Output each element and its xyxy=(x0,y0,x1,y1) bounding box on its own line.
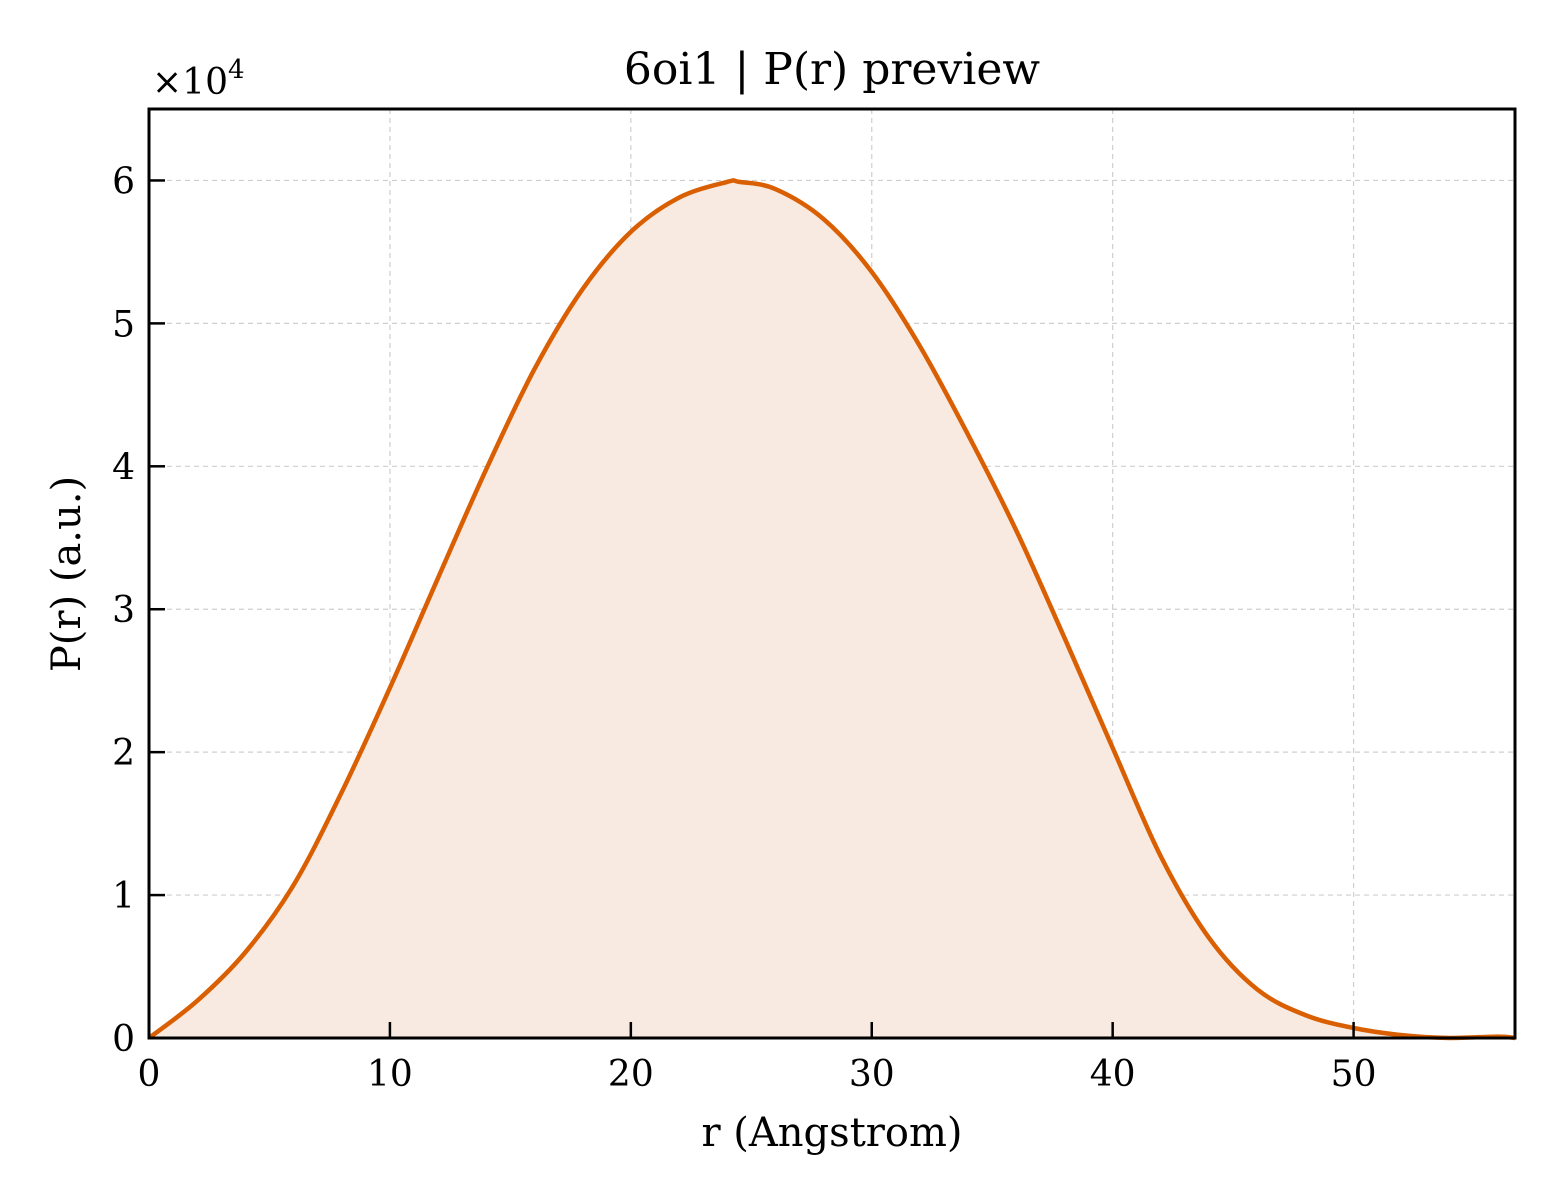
x-axis-label: r (Angstrom) xyxy=(701,1110,962,1156)
y-tick-label: 0 xyxy=(112,1019,135,1060)
x-tick-label: 10 xyxy=(367,1054,413,1095)
y-tick-label: 6 xyxy=(112,161,135,202)
y-multiplier-label: ×104 xyxy=(152,55,245,103)
x-tick-label: 20 xyxy=(608,1054,654,1095)
y-tick-label: 3 xyxy=(112,590,135,631)
x-tick-label: 40 xyxy=(1090,1054,1136,1095)
pr-series-line xyxy=(147,178,1516,1041)
x-tick-label: 0 xyxy=(138,1054,161,1095)
y-axis-label: P(r) (a.u.) xyxy=(44,476,90,672)
plot-frame xyxy=(147,107,1517,1040)
x-tick-label: 50 xyxy=(1331,1054,1377,1095)
y-tick-label: 1 xyxy=(112,876,135,917)
pr-area-fill xyxy=(149,180,1515,1039)
axis-ticks: 0 10 20 30 40 50 0 1 2 3 4 5 6 xyxy=(112,161,1376,1095)
x-tick-label: 30 xyxy=(849,1054,895,1095)
y-tick-label: 4 xyxy=(112,447,135,488)
y-tick-label: 2 xyxy=(112,733,135,774)
y-tick-label: 5 xyxy=(112,304,135,345)
chart-title: 6oi1 | P(r) preview xyxy=(624,44,1041,95)
